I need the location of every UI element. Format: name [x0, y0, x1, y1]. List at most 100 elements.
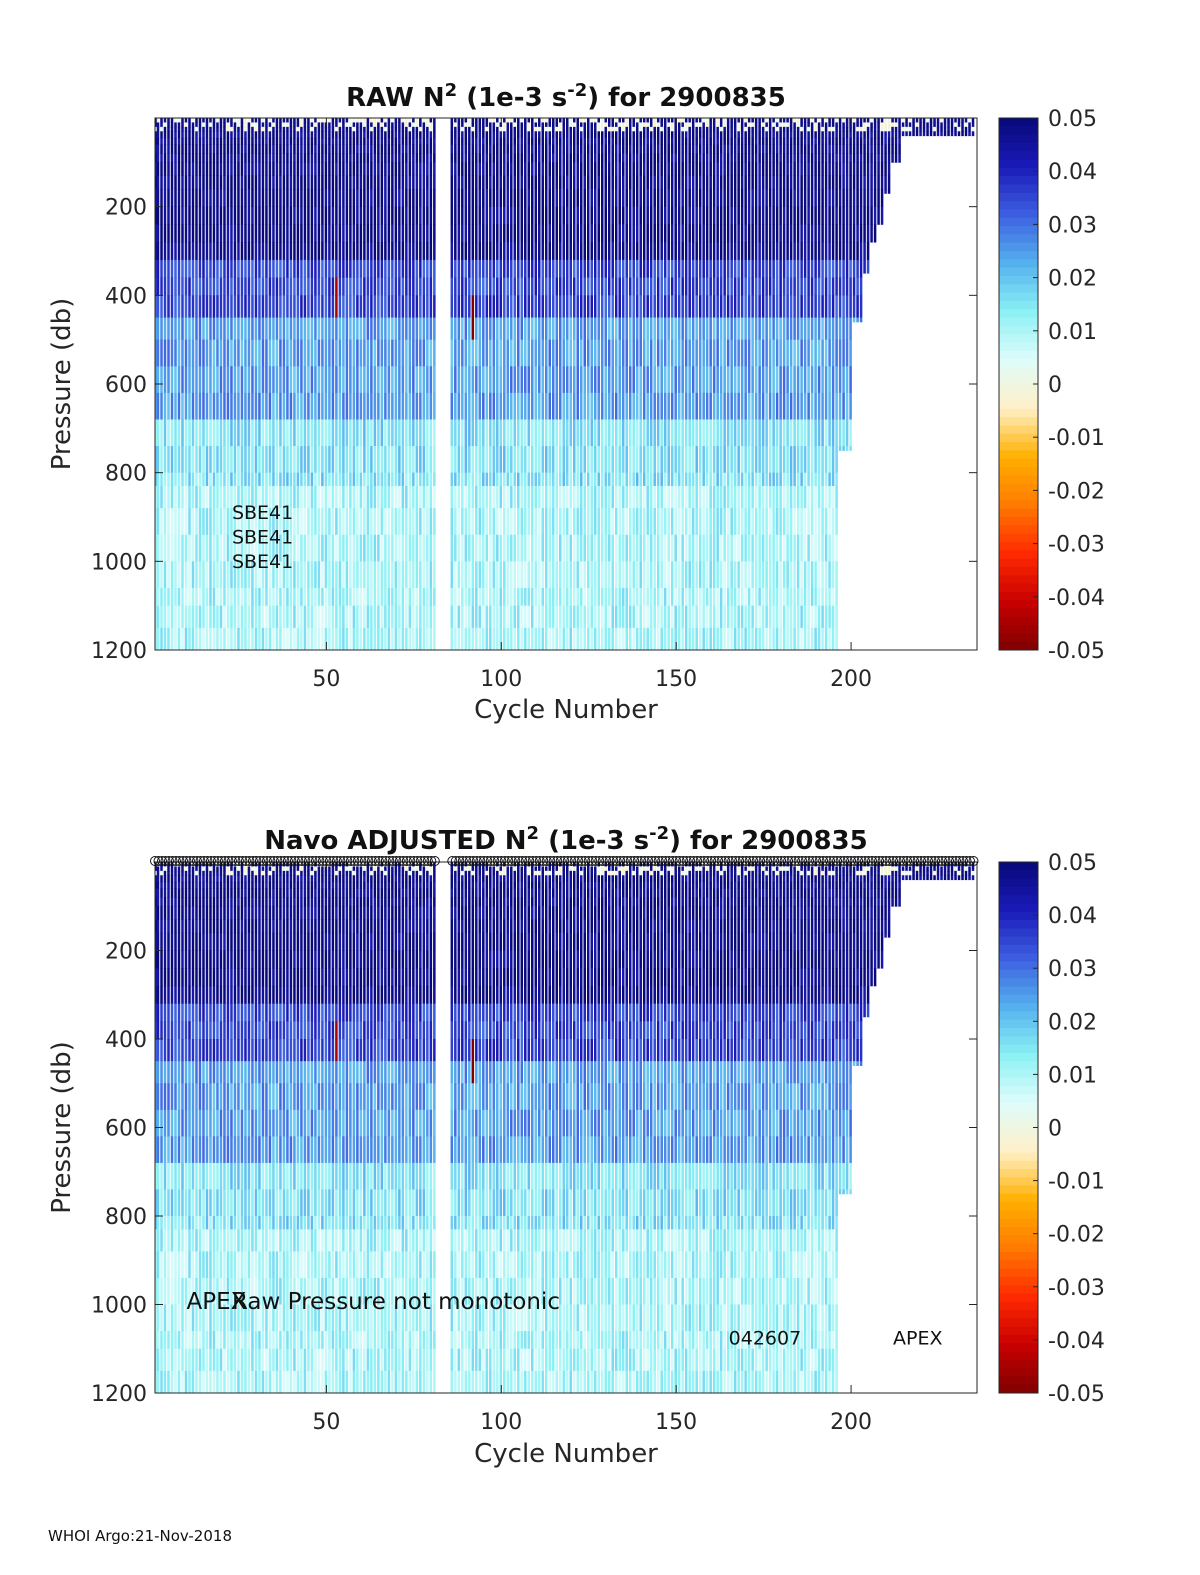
heatmap-cell [726, 175, 730, 190]
heatmap-cell [223, 419, 226, 447]
heatmap-cell [212, 392, 216, 420]
heatmap-field [155, 118, 975, 651]
heatmap-cell [177, 561, 181, 589]
heatmap-cell [391, 485, 394, 509]
heatmap-cell [698, 485, 702, 509]
heatmap-cell [545, 126, 548, 132]
heatmap-cell [293, 131, 296, 139]
heatmap-cell [660, 587, 663, 607]
heatmap-cell [191, 162, 195, 177]
heatmap-cell [398, 259, 401, 278]
heatmap-cell [737, 175, 740, 190]
heatmap-cell [478, 534, 482, 562]
heatmap-cell [559, 153, 562, 163]
heatmap-cell [702, 126, 705, 132]
heatmap-cell [646, 277, 649, 296]
heatmap-cell [380, 419, 384, 447]
heatmap-cell [461, 419, 464, 447]
heatmap-cell [709, 144, 712, 154]
heatmap-cell [324, 144, 328, 154]
heatmap-cell [286, 259, 289, 278]
heatmap-cell [345, 206, 349, 225]
heatmap-cell [268, 605, 272, 629]
heatmap-cell [251, 131, 254, 139]
heatmap-cell [349, 206, 352, 225]
heatmap-cell [604, 153, 607, 163]
heatmap-cell [506, 627, 510, 651]
heatmap-cell [163, 144, 167, 154]
heatmap-cell [559, 605, 562, 629]
heatmap-cell [628, 242, 632, 261]
heatmap-cell [384, 627, 387, 651]
heatmap-cell [545, 317, 548, 341]
heatmap-cell [730, 206, 733, 225]
heatmap-cell [426, 137, 429, 145]
heatmap-cell [177, 587, 181, 607]
heatmap-cell [681, 122, 684, 128]
heatmap-cell [160, 587, 163, 607]
heatmap-cell [496, 561, 499, 589]
heatmap-cell [324, 472, 328, 487]
heatmap-cell [184, 627, 188, 651]
heatmap-cell [422, 277, 426, 296]
heatmap-cell [177, 242, 181, 261]
heatmap-cell [506, 206, 510, 225]
heatmap-cell [408, 144, 412, 154]
heatmap-cell [510, 131, 513, 139]
heatmap-cell [373, 242, 377, 261]
heatmap-cell [314, 153, 317, 163]
heatmap-cell [579, 126, 583, 132]
heatmap-cell [733, 131, 737, 139]
heatmap-cell [426, 472, 429, 487]
heatmap-cell [726, 162, 730, 177]
heatmap-cell [265, 534, 268, 562]
heatmap-cell [167, 366, 170, 394]
heatmap-cell [230, 175, 233, 190]
heatmap-cell [534, 118, 538, 123]
heatmap-cell [226, 472, 230, 487]
heatmap-cell [586, 224, 590, 243]
heatmap-cell [667, 242, 670, 261]
heatmap-cell [478, 277, 482, 296]
heatmap-cell [342, 224, 345, 243]
heatmap-cell [691, 587, 695, 607]
heatmap-cell [663, 131, 667, 139]
heatmap-cell [275, 605, 279, 629]
heatmap-cell [597, 419, 600, 447]
heatmap-cell [478, 122, 482, 128]
heatmap-cell [726, 144, 730, 154]
heatmap-cell [321, 153, 324, 163]
heatmap-cell [359, 561, 363, 589]
heatmap-cell [482, 419, 485, 447]
heatmap-cell [345, 144, 349, 154]
heatmap-cell [247, 144, 251, 154]
heatmap-cell [719, 485, 723, 509]
heatmap-cell [303, 277, 307, 296]
heatmap-cell [363, 122, 366, 128]
heatmap-cell [226, 419, 230, 447]
heatmap-cell [604, 295, 607, 318]
heatmap-cell [328, 242, 331, 261]
heatmap-cell [188, 137, 191, 145]
heatmap-cell [733, 224, 737, 243]
heatmap-cell [429, 126, 433, 132]
heatmap-cell [576, 508, 580, 536]
heatmap-cell [457, 175, 461, 190]
heatmap-cell [646, 137, 649, 145]
heatmap-cell [286, 277, 289, 296]
heatmap-cell [307, 277, 310, 296]
heatmap-cell [552, 162, 555, 177]
heatmap-cell [317, 224, 321, 243]
heatmap-cell [160, 144, 163, 154]
heatmap-cell [335, 259, 338, 278]
heatmap-cell [205, 122, 209, 128]
heatmap-cell [660, 162, 663, 177]
heatmap-cell [163, 534, 167, 562]
heatmap-cell [625, 137, 628, 145]
heatmap-cell [468, 339, 471, 367]
heatmap-cell [600, 392, 604, 420]
heatmap-cell [324, 419, 328, 447]
heatmap-cell [667, 295, 670, 318]
heatmap-cell [663, 472, 667, 487]
heatmap-cell [279, 485, 282, 509]
